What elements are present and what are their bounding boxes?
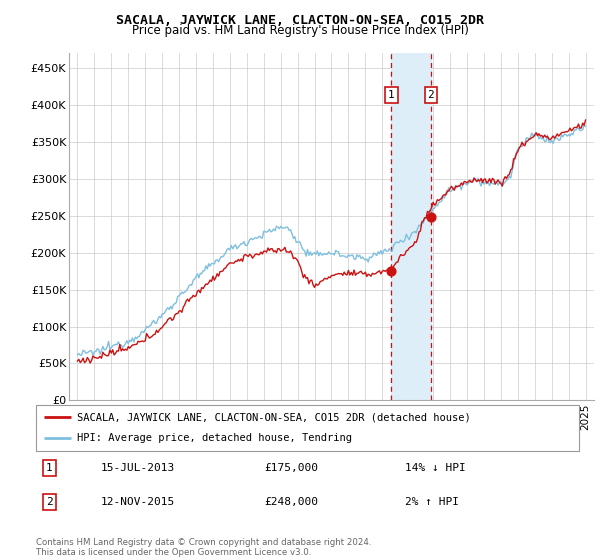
Text: 2: 2 bbox=[46, 497, 53, 507]
Text: 2: 2 bbox=[428, 90, 434, 100]
Text: £248,000: £248,000 bbox=[264, 497, 318, 507]
Text: 2% ↑ HPI: 2% ↑ HPI bbox=[405, 497, 459, 507]
Text: SACALA, JAYWICK LANE, CLACTON-ON-SEA, CO15 2DR (detached house): SACALA, JAYWICK LANE, CLACTON-ON-SEA, CO… bbox=[77, 412, 470, 422]
Text: 1: 1 bbox=[46, 463, 53, 473]
Bar bbox=[391, 53, 431, 400]
Text: 12-NOV-2015: 12-NOV-2015 bbox=[101, 497, 175, 507]
FancyBboxPatch shape bbox=[36, 405, 579, 451]
Text: HPI: Average price, detached house, Tendring: HPI: Average price, detached house, Tend… bbox=[77, 433, 352, 444]
Text: Price paid vs. HM Land Registry's House Price Index (HPI): Price paid vs. HM Land Registry's House … bbox=[131, 24, 469, 37]
Text: 15-JUL-2013: 15-JUL-2013 bbox=[101, 463, 175, 473]
Text: 14% ↓ HPI: 14% ↓ HPI bbox=[405, 463, 466, 473]
Point bbox=[426, 213, 436, 222]
Text: SACALA, JAYWICK LANE, CLACTON-ON-SEA, CO15 2DR: SACALA, JAYWICK LANE, CLACTON-ON-SEA, CO… bbox=[116, 14, 484, 27]
Text: Contains HM Land Registry data © Crown copyright and database right 2024.
This d: Contains HM Land Registry data © Crown c… bbox=[36, 538, 371, 557]
Text: £175,000: £175,000 bbox=[264, 463, 318, 473]
Point bbox=[386, 267, 396, 276]
Text: 1: 1 bbox=[388, 90, 395, 100]
